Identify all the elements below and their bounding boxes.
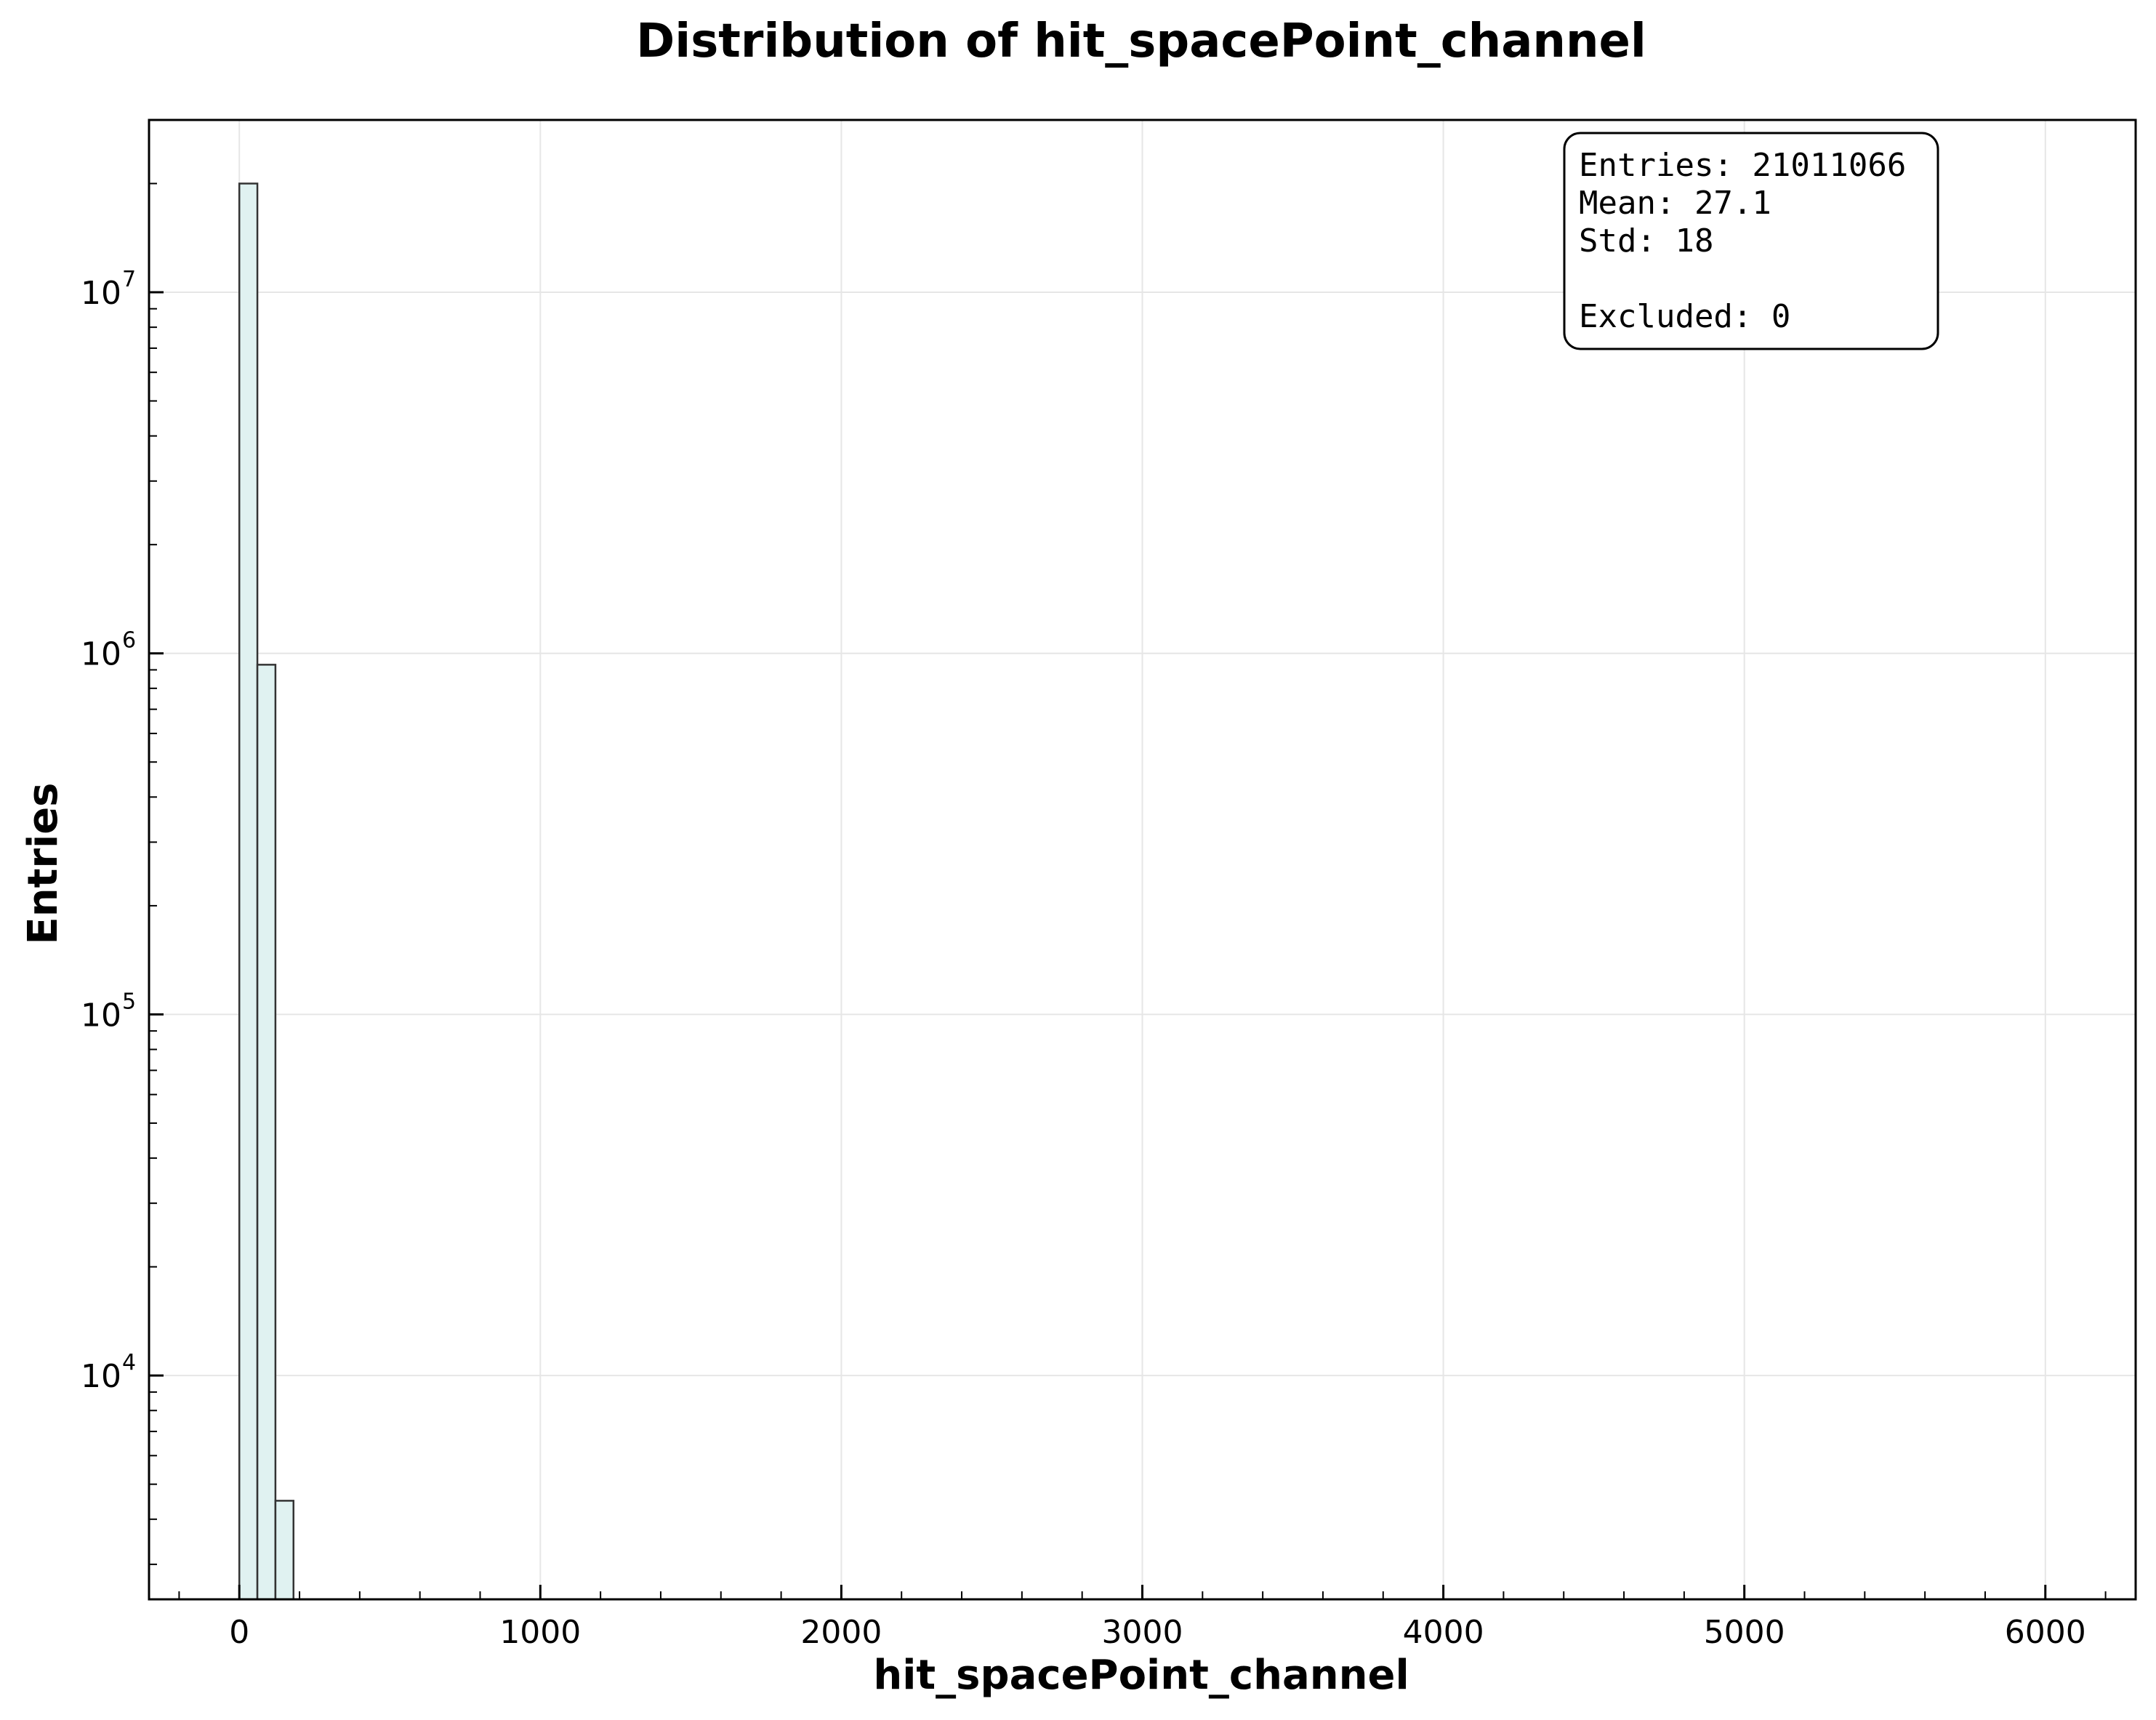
stats-std: Std: 18 (1579, 222, 1713, 260)
chart-title: Distribution of hit_spacePoint_channel (636, 15, 1646, 68)
histogram-bars (238, 182, 295, 1601)
y-tick-label: 10 (81, 1358, 121, 1395)
stats-mean: Mean: 27.1 (1579, 185, 1771, 222)
y-tick-label: 10 (81, 636, 121, 673)
x-axis-label: hit_spacePoint_channel (873, 1652, 1409, 1699)
y-tick-exponent: 5 (122, 989, 136, 1014)
histogram-bar (256, 664, 277, 1601)
grid-lines (149, 120, 2136, 1599)
y-tick-label: 10 (81, 275, 121, 312)
x-tick-label: 1000 (499, 1614, 581, 1651)
x-tick-label: 5000 (1704, 1614, 1785, 1651)
stats-box-frame (1563, 132, 1939, 350)
y-tick-label: 10 (81, 997, 121, 1034)
y-tick-exponent: 6 (122, 628, 136, 654)
stats-excluded: Excluded: 0 (1579, 298, 1790, 335)
stats-box: Entries: 21011066 Mean: 27.1 Std: 18 Exc… (1563, 132, 1939, 350)
stats-entries: Entries: 21011066 (1579, 147, 1906, 184)
histogram-bar (274, 1500, 295, 1601)
x-tick-label: 4000 (1403, 1614, 1484, 1651)
x-tick-label: 3000 (1102, 1614, 1183, 1651)
y-axis-label: Entries (20, 782, 67, 944)
x-axis-ticks: 0 1000 2000 3000 4000 5000 6000 (178, 1585, 2107, 1651)
histogram-bar (238, 182, 259, 1601)
x-tick-label: 0 (229, 1614, 249, 1651)
y-tick-exponent: 4 (122, 1350, 136, 1375)
x-tick-label: 2000 (800, 1614, 882, 1651)
y-tick-exponent: 7 (122, 267, 136, 292)
x-tick-label: 6000 (2005, 1614, 2086, 1651)
